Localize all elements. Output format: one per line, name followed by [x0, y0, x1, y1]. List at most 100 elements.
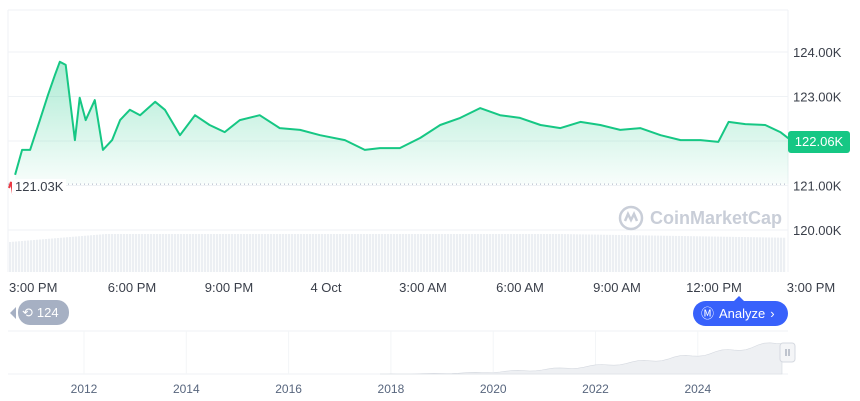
volume-bar — [447, 234, 450, 272]
volume-bar — [261, 234, 264, 272]
volume-bar — [78, 236, 81, 272]
volume-bar — [783, 237, 786, 272]
volume-bar — [723, 236, 726, 272]
volume-bar — [765, 237, 768, 272]
price-line — [14, 60, 790, 176]
volume-bar — [576, 234, 579, 272]
volume-bar — [351, 234, 354, 272]
volume-bar — [660, 235, 663, 272]
volume-bar — [33, 240, 36, 272]
volume-bar — [147, 234, 150, 272]
volume-bar — [669, 235, 672, 272]
volume-bar — [357, 234, 360, 272]
volume-bar — [768, 237, 771, 272]
volume-bar — [9, 242, 12, 272]
volume-bar — [387, 234, 390, 272]
volume-bar — [345, 234, 348, 272]
volume-bar — [378, 234, 381, 272]
navigator-year-label: 2020 — [480, 382, 507, 396]
volume-bar — [240, 234, 243, 272]
volume-bar — [750, 237, 753, 272]
volume-bar — [252, 234, 255, 272]
volume-bar — [300, 234, 303, 272]
volume-bar — [243, 234, 246, 272]
volume-bar — [213, 234, 216, 272]
volume-bar — [99, 234, 102, 272]
volume-bar — [690, 236, 693, 272]
volume-bar — [111, 234, 114, 272]
volume-bar — [741, 237, 744, 272]
volume-bar — [522, 234, 525, 272]
volume-bar — [36, 239, 39, 272]
volume-bar — [648, 235, 651, 272]
volume-bar — [102, 234, 105, 272]
volume-bar — [489, 234, 492, 272]
volume-bar — [90, 235, 93, 272]
volume-bar — [624, 235, 627, 272]
volume-bar — [414, 234, 417, 272]
volume-bar — [561, 234, 564, 272]
volume-bar — [303, 234, 306, 272]
volume-bar — [96, 234, 99, 272]
volume-bar — [711, 236, 714, 272]
volume-bar — [717, 236, 720, 272]
navigator-handle[interactable] — [779, 342, 796, 363]
volume-bar — [570, 234, 573, 272]
volume-bar — [384, 234, 387, 272]
volume-bar — [495, 234, 498, 272]
x-tick-label: 9:00 AM — [593, 280, 641, 295]
volume-bar — [129, 234, 132, 272]
volume-bar — [156, 234, 159, 272]
volume-bar — [231, 234, 234, 272]
volume-bar — [714, 236, 717, 272]
volume-bar — [72, 236, 75, 272]
volume-bar — [678, 235, 681, 272]
volume-bar — [504, 234, 507, 272]
volume-bar — [762, 237, 765, 272]
volume-bar — [729, 236, 732, 272]
volume-bar — [171, 234, 174, 272]
volume-bar — [747, 237, 750, 272]
history-button[interactable]: ⟲ 124 — [10, 300, 69, 325]
volume-bar — [567, 234, 570, 272]
volume-bar — [264, 234, 267, 272]
volume-bar — [285, 234, 288, 272]
navigator-year-label: 2024 — [684, 382, 711, 396]
volume-bar — [540, 234, 543, 272]
volume-bar — [585, 234, 588, 272]
volume-bar — [657, 235, 660, 272]
volume-bar — [255, 234, 258, 272]
x-tick-label: 4 Oct — [310, 280, 341, 295]
analyze-button[interactable]: Ⓜ Analyze › — [693, 296, 788, 326]
volume-bar — [558, 234, 561, 272]
volume-bar — [39, 239, 42, 272]
volume-bar — [651, 235, 654, 272]
volume-bar — [663, 235, 666, 272]
volume-bar — [249, 234, 252, 272]
volume-bar — [135, 234, 138, 272]
volume-bar — [507, 234, 510, 272]
volume-bar — [210, 234, 213, 272]
volume-bar — [372, 234, 375, 272]
volume-bar — [15, 241, 18, 272]
volume-bar — [60, 237, 63, 272]
volume-bar — [699, 236, 702, 272]
volume-bar — [519, 234, 522, 272]
volume-bar — [510, 234, 513, 272]
volume-bar — [627, 235, 630, 272]
volume-bar — [339, 234, 342, 272]
volume-bar — [48, 238, 51, 272]
analyze-label: Analyze — [719, 306, 766, 321]
volume-bar — [513, 234, 516, 272]
volume-bar — [123, 234, 126, 272]
volume-bar — [168, 234, 171, 272]
volume-bar — [186, 234, 189, 272]
volume-bar — [672, 235, 675, 272]
volume-bar — [150, 234, 153, 272]
volume-bar — [321, 234, 324, 272]
volume-bar — [21, 241, 24, 272]
x-tick-label: 3:00 AM — [399, 280, 447, 295]
volume-bar — [552, 234, 555, 272]
volume-bar — [282, 234, 285, 272]
